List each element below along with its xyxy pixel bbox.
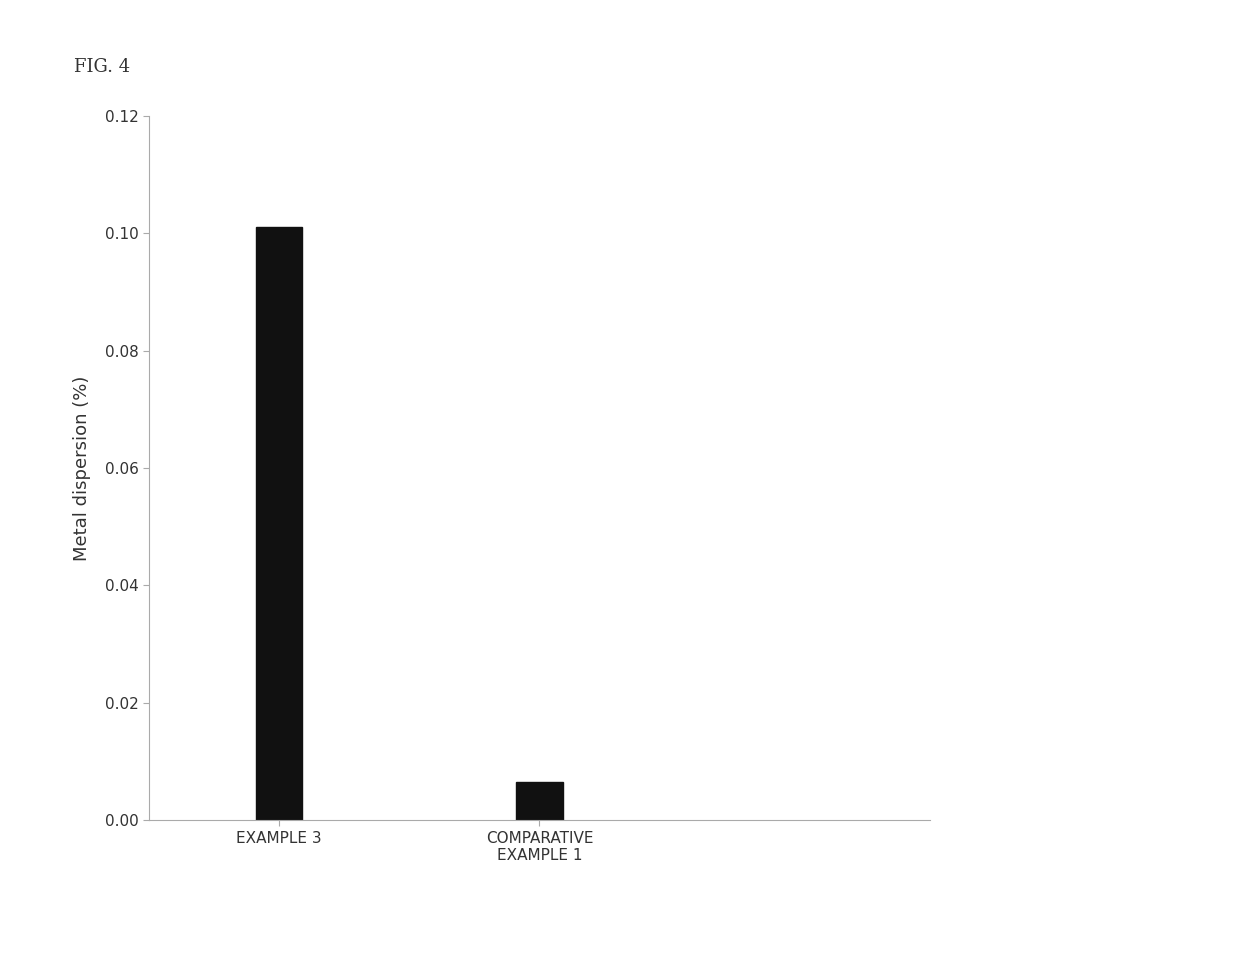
Bar (516, 782, 563, 820)
Bar (255, 228, 303, 820)
Text: FIG. 4: FIG. 4 (74, 58, 130, 76)
Y-axis label: Metal dispersion (%): Metal dispersion (%) (73, 375, 91, 561)
